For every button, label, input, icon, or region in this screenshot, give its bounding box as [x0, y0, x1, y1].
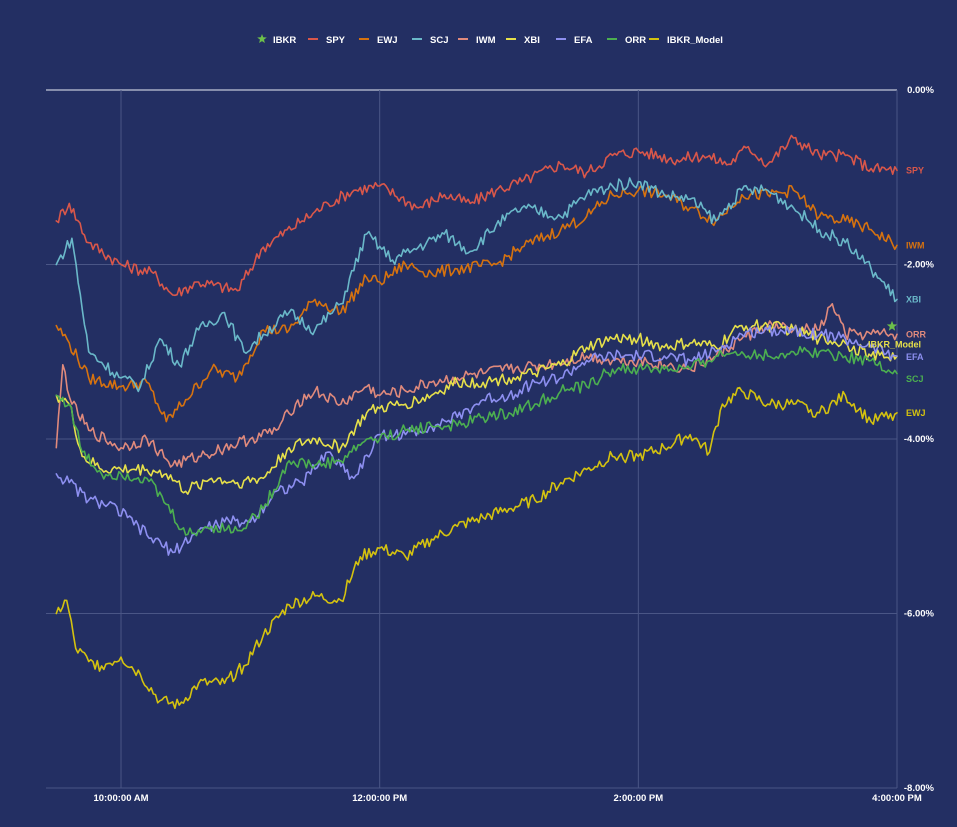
x-tick-label: 2:00:00 PM [614, 793, 664, 804]
series-line-orr [55, 303, 898, 468]
ibkr-star-marker [886, 320, 898, 331]
series-lines [55, 134, 898, 710]
series-label-spy: SPY [906, 165, 924, 175]
series-line-scj [55, 345, 898, 537]
series-label-efa: EFA [906, 352, 924, 362]
legend-label-scj: ORR [625, 35, 646, 46]
y-tick-label: -6.00% [904, 609, 935, 620]
legend-label-ewj: IBKR_Model [667, 35, 723, 46]
series-line-iwm [55, 184, 898, 423]
series-line-spy [55, 134, 898, 297]
series-line-ewj [55, 386, 898, 710]
legend-label-orr: IWM [476, 35, 496, 46]
legend-label-xbi: SCJ [430, 35, 448, 46]
series-label-ewj: EWJ [906, 408, 926, 418]
x-tick-label: 10:00:00 AM [93, 793, 148, 804]
legend-label-spy: SPY [326, 35, 346, 46]
y-tick-label: -4.00% [904, 434, 935, 445]
grid [46, 89, 898, 789]
series-label-iwm: IWM [906, 240, 925, 250]
x-tick-label: 12:00:00 PM [352, 793, 407, 804]
legend-star-icon [257, 34, 267, 43]
series-label-scj: SCJ [906, 374, 924, 384]
y-tick-label: -2.00% [904, 260, 935, 271]
series-line-xbi [55, 177, 898, 393]
legend-label-ibkr: IBKR [273, 35, 296, 46]
series-label-orr: ORR [906, 329, 927, 339]
y-tick-label: 0.00% [907, 85, 934, 96]
legend-label-ibkr_model: XBI [524, 35, 540, 46]
y-tick-label: -8.00% [904, 783, 935, 794]
legend-label-iwm: EWJ [377, 35, 398, 46]
series-label-xbi: XBI [906, 294, 921, 304]
legend-label-efa: EFA [574, 35, 593, 46]
series-line-ibkr_model [55, 319, 898, 495]
x-tick-label: 4:00:00 PM [872, 793, 922, 804]
series-label-ibkr_model: IBKR_Model [868, 339, 921, 349]
axes: 0.00% -2.00% -4.00% -6.00% -8.00% 10:00:00 AM… [93, 85, 934, 804]
legend: IBKR SPY EWJ SCJ IWM XBI EFA ORR IBKR_Model [257, 34, 723, 46]
